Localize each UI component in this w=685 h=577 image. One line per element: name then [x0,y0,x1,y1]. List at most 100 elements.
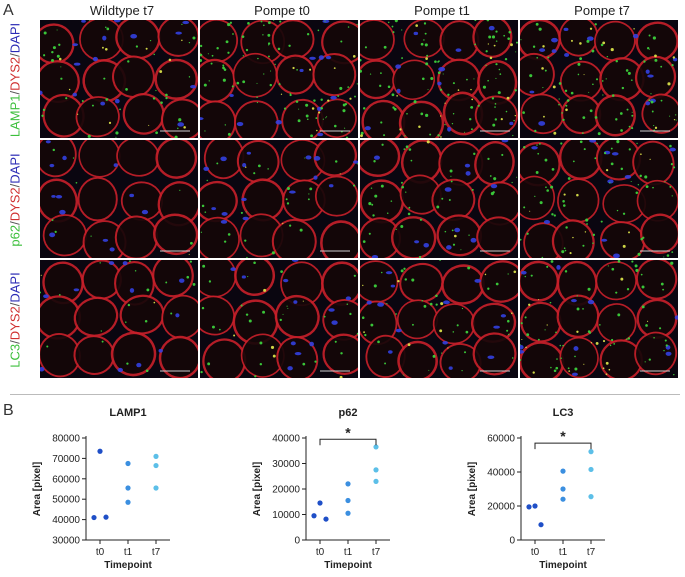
nucleus [72,43,79,47]
nucleus [611,152,619,156]
marker-punctum [105,26,107,28]
marker-punctum [610,147,613,150]
marker-punctum [439,260,441,261]
marker-punctum [605,361,609,365]
muscle-fiber [474,95,518,136]
y-tick-label: 0 [509,536,515,547]
marker-punctum [631,260,634,263]
marker-punctum [178,118,182,122]
marker-punctum [503,34,506,37]
marker-punctum [253,172,256,175]
column-label-pompe-t0: Pompe t0 [254,3,310,18]
data-point [323,516,329,522]
significance-bracket [534,442,592,450]
marker-punctum [605,78,607,80]
marker-punctum [233,334,236,337]
marker-punctum [256,96,258,98]
marker-punctum [318,111,321,114]
marker-punctum [40,274,42,276]
marker-punctum [583,363,585,365]
marker-punctum [646,47,650,50]
nucleus [674,315,678,320]
marker-punctum [532,371,535,374]
marker-punctum [386,302,388,305]
micrograph-tile [200,20,358,138]
marker-punctum [405,191,407,193]
micrograph-tile [360,260,518,378]
nucleus [501,140,509,143]
marker-punctum [207,53,209,55]
y-tick-label: 10000 [272,510,300,521]
marker-punctum [269,83,272,87]
marker-punctum [415,24,418,27]
muscle-fiber [520,52,555,97]
marker-punctum [582,244,585,247]
marker-punctum [594,116,598,119]
nucleus [521,270,527,275]
marker-punctum [125,88,128,91]
marker-punctum [65,97,68,100]
marker-punctum [535,171,539,174]
marker-punctum [296,68,298,71]
marker-punctum [487,43,489,45]
marker-punctum [510,43,513,47]
marker-punctum [537,338,540,341]
nucleus [317,132,324,137]
marker-punctum [46,345,49,348]
marker-punctum [637,252,641,256]
marker-punctum [440,302,444,306]
marker-punctum [200,231,203,233]
marker-punctum [306,33,310,36]
marker-punctum [188,253,190,255]
marker-punctum [468,117,472,121]
marker-punctum [558,82,562,85]
chart-lamp1-svg: LAMP1 30000 40000 50000 60000 70000 80000 t0 t1 t… [32,407,170,571]
marker-punctum [562,200,565,203]
muscle-fiber [479,260,518,303]
marker-punctum [560,142,563,145]
muscle-fiber [312,53,357,97]
marker-punctum [41,114,44,117]
muscle-fiber [271,20,315,60]
marker-punctum [444,102,446,104]
marker-punctum [396,95,398,97]
y-tick-label: 60000 [52,474,80,485]
marker-punctum [563,247,566,250]
nucleus [551,49,557,54]
nucleus [455,48,462,52]
muscle-fiber [276,336,319,378]
marker-punctum [369,73,372,75]
data-point [125,485,131,491]
marker-punctum [579,140,583,144]
marker-punctum [333,124,337,128]
marker-punctum [127,303,131,307]
marker-punctum [669,144,672,148]
x-tick-label: t1 [344,547,353,558]
marker-punctum [224,124,226,126]
nucleus [203,166,210,171]
marker-punctum [620,167,624,171]
muscle-fiber [397,340,438,378]
marker-punctum [391,93,395,97]
y-tick-label: 80000 [52,434,80,445]
nucleus [130,33,138,39]
marker-punctum [267,21,271,25]
nucleus [305,155,312,160]
marker-punctum [524,316,527,319]
marker-punctum [125,321,127,323]
marker-punctum [421,77,425,81]
nucleus [328,308,335,312]
marker-punctum [495,63,498,66]
chart-lamp1: LAMP1 30000 40000 50000 60000 70000 80000 t0 t1 t… [30,402,220,572]
data-point [153,462,159,469]
marker-punctum [551,213,554,216]
muscle-fiber [594,94,636,137]
marker-punctum [340,40,343,43]
marker-punctum [361,316,365,319]
marker-punctum [452,113,455,115]
marker-punctum [605,168,609,172]
marker-punctum [384,362,387,365]
nucleus [520,350,525,354]
marker-punctum [520,39,522,41]
nucleus [179,278,185,283]
